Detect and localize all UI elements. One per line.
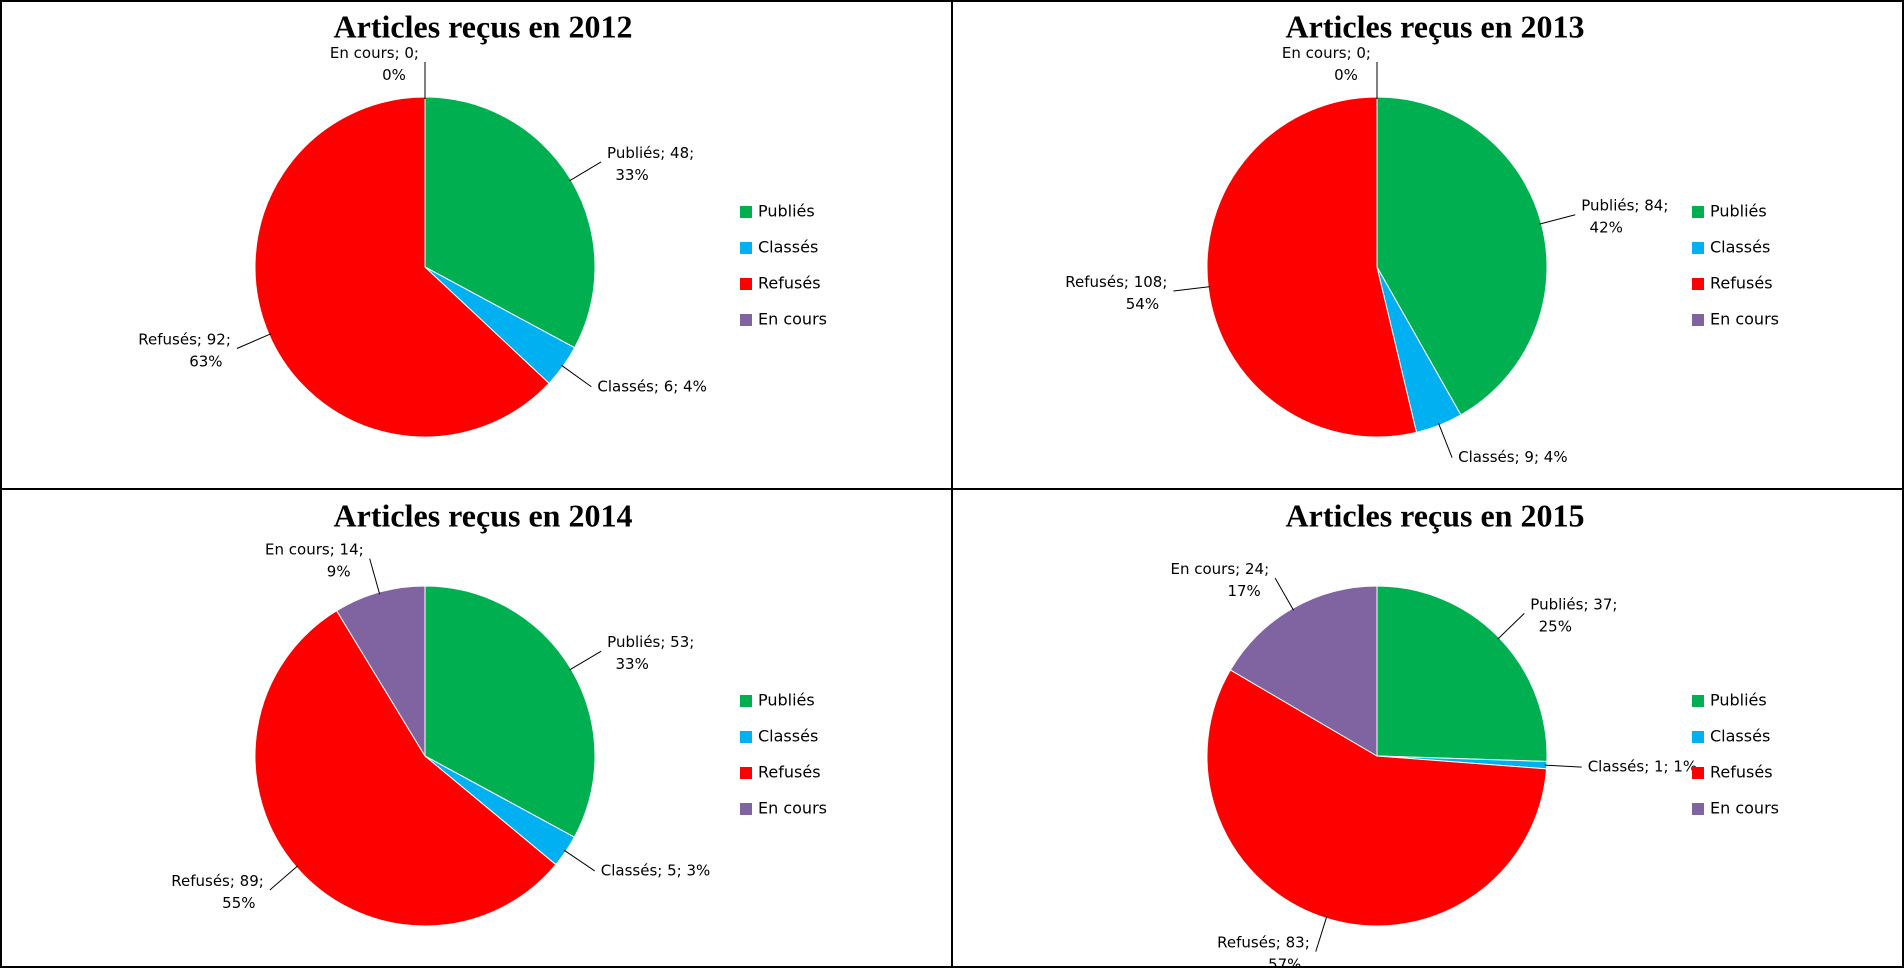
legend-swatch <box>1692 314 1704 326</box>
data-label: Refusés; 92; 63% <box>138 330 231 370</box>
legend-swatch <box>740 803 752 815</box>
legend-label: Publiés <box>758 202 815 221</box>
chart-title: Articles reçus en 2014 <box>334 497 633 533</box>
legend-label: Publiés <box>1710 202 1767 221</box>
leader-line <box>1539 214 1576 225</box>
legend-swatch <box>740 206 752 218</box>
legend-swatch <box>740 767 752 779</box>
legend-swatch <box>1692 803 1704 815</box>
data-label: Refusés; 83; 57% <box>1217 933 1310 968</box>
legend-label: En cours <box>758 310 827 329</box>
leader-line <box>1274 577 1294 611</box>
chart-title: Articles reçus en 2015 <box>1286 497 1585 533</box>
leader-line <box>1438 423 1453 458</box>
leader-line <box>1315 916 1328 952</box>
legend-label: Classés <box>758 727 818 746</box>
leader-line <box>569 161 602 182</box>
legend-swatch <box>740 242 752 254</box>
legend-label: En cours <box>758 799 827 818</box>
legend-swatch <box>1692 731 1704 743</box>
leader-line <box>1497 613 1525 640</box>
label-line: Refusés; 89; <box>171 871 264 889</box>
chart-title: Articles reçus en 2012 <box>334 8 633 44</box>
label-line: En cours; 0; <box>330 44 419 62</box>
legend-label: Publiés <box>1710 691 1767 710</box>
leader-line <box>236 333 272 349</box>
legend-label: Classés <box>1710 727 1770 746</box>
data-label: En cours; 24; 17% <box>1171 560 1270 600</box>
data-label: Publiés; 53; 33% <box>607 633 694 673</box>
legend-swatch <box>1692 278 1704 290</box>
data-label: En cours; 14; 9% <box>265 540 364 580</box>
leader-line <box>369 558 381 595</box>
label-line: 57% <box>1268 955 1301 968</box>
leader-line <box>1173 286 1211 292</box>
label-line: Refusés; 108; <box>1065 272 1167 290</box>
label-line: En cours; 24; <box>1171 560 1270 578</box>
data-label: Refusés; 108; 54% <box>1065 272 1167 312</box>
pie-slice <box>1376 585 1548 763</box>
label-line: 33% <box>616 655 649 673</box>
legend-swatch <box>1692 695 1704 707</box>
legend-swatch <box>1692 206 1704 218</box>
data-label: Publiés; 48; 33% <box>607 143 694 183</box>
label-line: 63% <box>189 352 222 370</box>
data-label: Publiés; 84; 42% <box>1581 196 1668 236</box>
legend-label: Classés <box>758 238 818 257</box>
legend-label: Refusés <box>1710 274 1773 293</box>
legend-label: Refusés <box>1710 763 1773 782</box>
legend-label: Classés <box>1710 238 1770 257</box>
label-line: 55% <box>222 893 255 911</box>
leader-line <box>561 364 592 388</box>
legend-label: Refusés <box>758 274 821 293</box>
legend-swatch <box>740 314 752 326</box>
label-line: 17% <box>1227 582 1260 600</box>
label-line: Refusés; 83; <box>1217 933 1310 951</box>
label-line: 0% <box>1334 66 1358 84</box>
leader-line <box>269 865 299 891</box>
legend-swatch <box>740 731 752 743</box>
label-line: 33% <box>615 165 648 183</box>
leader-line <box>1544 764 1582 768</box>
leader-line <box>563 849 596 872</box>
legend-swatch <box>1692 767 1704 779</box>
label-line: Publiés; 84; <box>1581 196 1668 214</box>
label-line: 9% <box>327 562 351 580</box>
label-line: Publiés; 37; <box>1530 595 1617 613</box>
chart-title: Articles reçus en 2013 <box>1286 8 1585 44</box>
legend-swatch <box>740 695 752 707</box>
label-line: Publiés; 53; <box>607 633 694 651</box>
legend-label: Refusés <box>758 763 821 782</box>
data-label: Publiés; 37; 25% <box>1530 595 1617 635</box>
data-label: Classés; 1; 1% <box>1588 758 1698 776</box>
legend-swatch <box>1692 242 1704 254</box>
data-label: En cours; 0; 0% <box>1282 44 1371 84</box>
data-label: Classés; 9; 4% <box>1458 448 1568 466</box>
legend-swatch <box>740 278 752 290</box>
data-label: Classés; 5; 3% <box>601 861 711 879</box>
data-label: En cours; 0; 0% <box>330 44 419 84</box>
legend-label: En cours <box>1710 799 1779 818</box>
label-line: En cours; 0; <box>1282 44 1371 62</box>
label-line: 25% <box>1539 617 1572 635</box>
data-label: Refusés; 89; 55% <box>171 871 264 911</box>
legend-label: Publiés <box>758 691 815 710</box>
data-label: Classés; 6; 4% <box>597 377 707 395</box>
label-line: Publiés; 48; <box>607 143 694 161</box>
legend-label: En cours <box>1710 310 1779 329</box>
label-line: 54% <box>1126 294 1159 312</box>
leader-line <box>569 650 602 671</box>
label-line: En cours; 14; <box>265 540 364 558</box>
label-line: 42% <box>1590 218 1623 236</box>
label-line: Refusés; 92; <box>138 330 231 348</box>
label-line: 0% <box>382 66 406 84</box>
